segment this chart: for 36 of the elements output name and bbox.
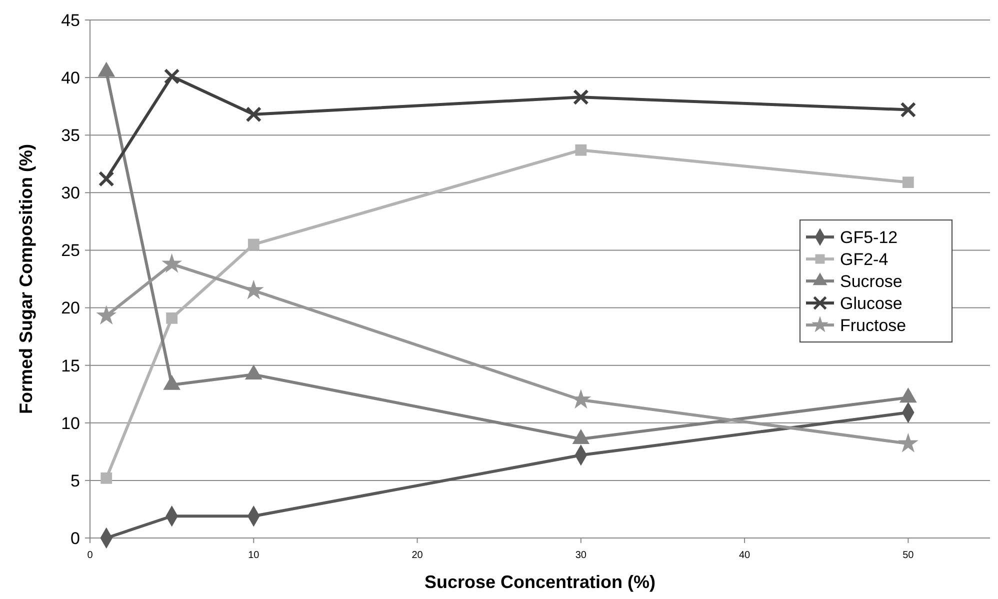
y-tick-label: 45 xyxy=(61,10,80,30)
y-tick-label: 25 xyxy=(61,241,80,260)
y-tick-label: 30 xyxy=(61,184,80,203)
point xyxy=(162,253,182,273)
y-axis-title: Formed Sugar Composition (%) xyxy=(16,144,36,414)
y-tick-label: 20 xyxy=(61,298,80,318)
y-tick-label: 35 xyxy=(61,126,80,146)
y-tick-label: 40 xyxy=(61,68,80,88)
legend-label: Sucrose xyxy=(840,272,902,291)
x-tick-label: 0 xyxy=(87,550,94,561)
point xyxy=(98,170,114,187)
legend-label: Glucose xyxy=(840,294,902,313)
x-tick-label: 30 xyxy=(575,550,587,561)
y-tick-label: 0 xyxy=(70,528,80,548)
y-tick-label: 10 xyxy=(61,414,80,433)
point xyxy=(100,472,112,484)
point xyxy=(96,305,117,325)
point xyxy=(246,106,262,122)
legend-label: Fructose xyxy=(840,316,906,335)
point xyxy=(166,312,178,324)
legend-label: GF5-12 xyxy=(840,228,898,247)
x-tick-label: 10 xyxy=(248,550,260,561)
point xyxy=(898,432,918,452)
point xyxy=(900,102,916,118)
point xyxy=(572,89,589,106)
legend-label: GF2-4 xyxy=(840,250,888,269)
y-tick-label: 15 xyxy=(61,356,80,376)
point xyxy=(164,68,180,84)
y-tick-label: 5 xyxy=(70,471,80,490)
point xyxy=(248,238,260,250)
x-tick-label: 50 xyxy=(902,550,914,561)
x-axis-title: Sucrose Concentration (%) xyxy=(424,572,656,592)
x-tick-label: 20 xyxy=(412,550,424,561)
point xyxy=(902,176,914,188)
point xyxy=(575,144,587,156)
x-tick-label: 40 xyxy=(738,550,751,561)
